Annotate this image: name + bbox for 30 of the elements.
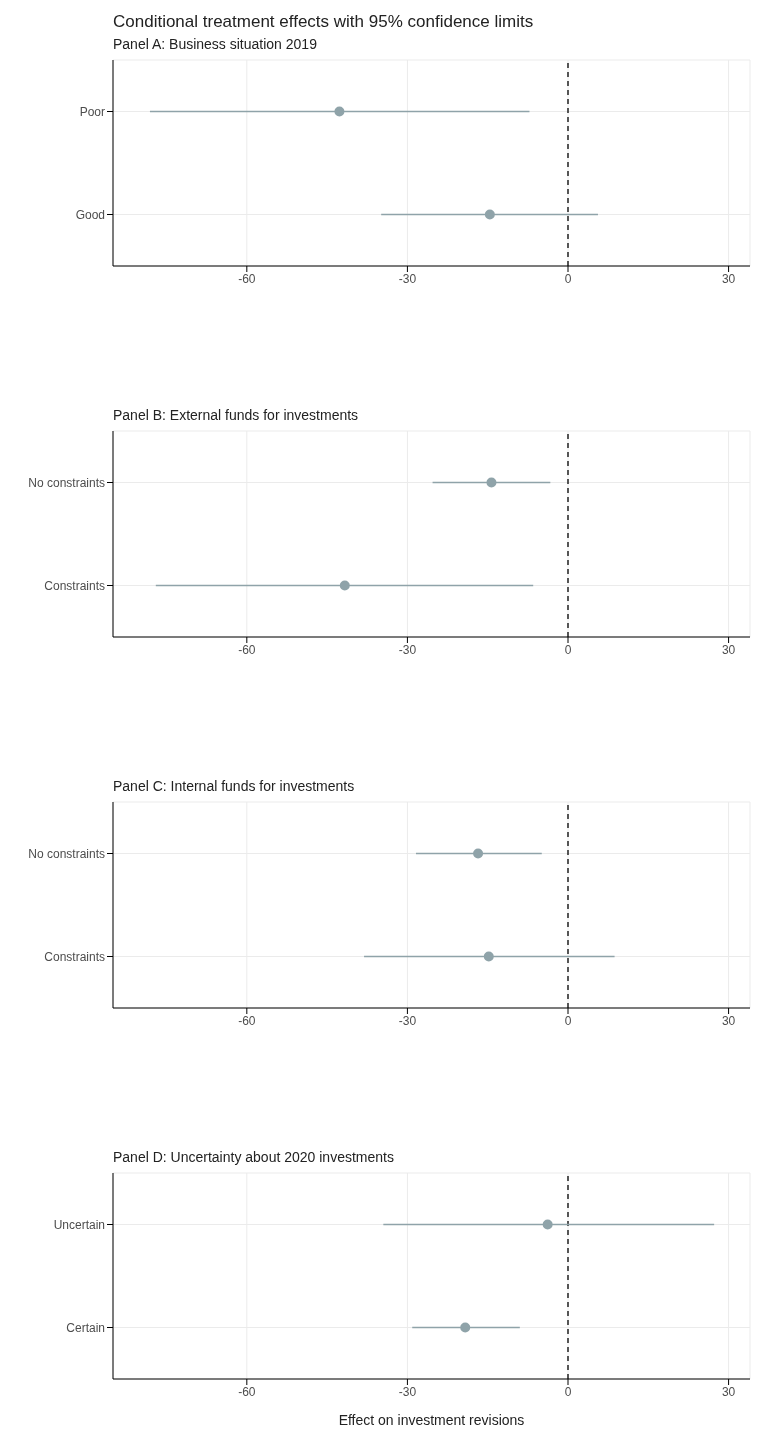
chart-subtitle: Panel A: Business situation 2019 — [112, 35, 318, 52]
chart-subtitle: Panel C: Internal funds for investments — [112, 777, 356, 794]
x-tick-label: 0 — [564, 1384, 572, 1399]
x-tick-label: -60 — [238, 642, 256, 657]
x-tick-label: 30 — [721, 642, 736, 657]
x-tick-label: -30 — [398, 271, 417, 286]
x-tick-label: -60 — [238, 1013, 256, 1028]
x-tick-label: -60 — [238, 271, 256, 286]
chart-subtitle: Panel B: External funds for investments — [112, 406, 360, 423]
x-tick-label: -30 — [398, 1013, 417, 1028]
y-tick-label: Good — [75, 207, 105, 222]
y-tick-label: Constraints — [44, 578, 105, 593]
y-tick-label: Constraints — [44, 949, 105, 964]
chart-subtitle: Panel D: Uncertainty about 2020 investments — [112, 1148, 395, 1165]
y-tick-label: Certain — [66, 1320, 105, 1335]
x-tick-label: 0 — [564, 642, 572, 657]
y-tick-label: Uncertain — [53, 1217, 105, 1232]
x-tick-label: 0 — [564, 271, 572, 286]
x-tick-label: 30 — [721, 1384, 736, 1399]
x-axis-title: Effect on investment revisions — [338, 1412, 525, 1428]
x-tick-label: -30 — [398, 1384, 417, 1399]
x-tick-label: -60 — [238, 1384, 256, 1399]
y-tick-label: No constraints — [28, 475, 105, 490]
chart-title: Conditional treatment effects with 95% confidence limits — [112, 11, 535, 32]
x-tick-label: 0 — [564, 1013, 572, 1028]
x-tick-label: 30 — [721, 271, 736, 286]
x-tick-label: 30 — [721, 1013, 736, 1028]
y-tick-label: No constraints — [28, 846, 105, 861]
x-tick-label: -30 — [398, 642, 417, 657]
y-tick-label: Poor — [79, 104, 105, 119]
